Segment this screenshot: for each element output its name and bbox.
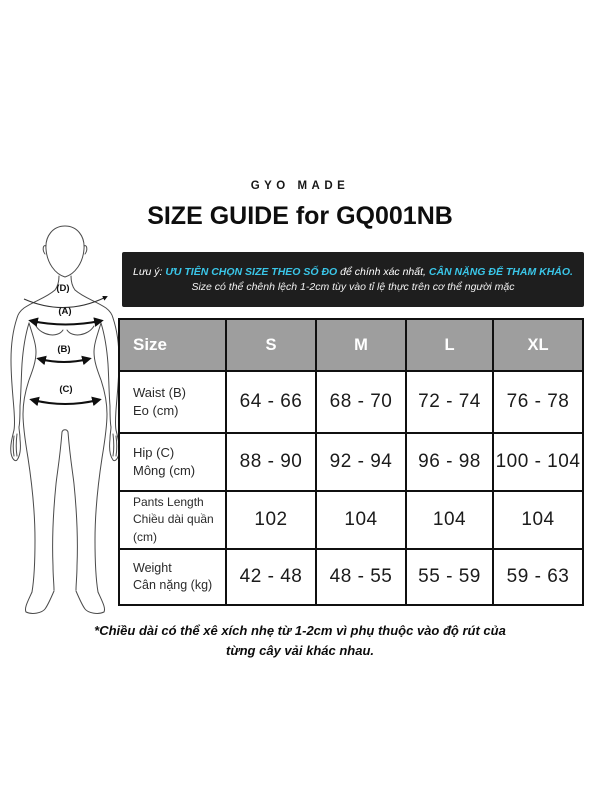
table-cell: 76 - 78 [492, 370, 584, 434]
row-label: Pants Length Chiều dài quần (cm) [118, 490, 227, 550]
notice-line-1: Lưu ý: ƯU TIÊN CHỌN SIZE THEO SỐ ĐO để c… [133, 266, 573, 278]
table-row-hip: Hip (C) Mông (cm) 88 - 90 92 - 94 96 - 9… [118, 432, 584, 492]
table-cell: 104 [492, 490, 584, 550]
measure-label-d: (D) [56, 283, 69, 294]
header-m: M [315, 318, 407, 372]
row-label: Waist (B) Eo (cm) [118, 370, 227, 434]
table-cell: 104 [315, 490, 407, 550]
measure-label-c: (C) [59, 384, 72, 395]
table-header-row: Size S M L XL [118, 318, 584, 372]
table-cell: 96 - 98 [405, 432, 494, 492]
row-label-line: Eo (cm) [133, 403, 179, 418]
table-cell: 92 - 94 [315, 432, 407, 492]
header-size: Size [118, 318, 227, 372]
measure-label-a: (A) [58, 306, 71, 317]
measure-label-b: (B) [57, 344, 70, 355]
row-label: Weight Cân nặng (kg) [118, 548, 227, 606]
page-title: SIZE GUIDE for GQ001NB [147, 202, 453, 230]
row-label-line: Waist (B) [133, 384, 186, 400]
table-cell: 102 [225, 490, 317, 550]
table-row-pants-length: Pants Length Chiều dài quần (cm) 102 104… [118, 490, 584, 550]
table-cell: 55 - 59 [405, 548, 494, 606]
row-label: Hip (C) Mông (cm) [118, 432, 227, 492]
table-cell: 104 [405, 490, 494, 550]
notice-banner: Lưu ý: ƯU TIÊN CHỌN SIZE THEO SỐ ĐO để c… [122, 252, 584, 307]
row-label-line: (cm) [133, 529, 157, 544]
row-label-line: Weight [133, 560, 172, 575]
table-row-weight: Weight Cân nặng (kg) 42 - 48 48 - 55 55 … [118, 548, 584, 606]
header-l: L [405, 318, 494, 372]
notice-highlight: CÂN NẶNG ĐỂ THAM KHẢO. [428, 266, 573, 278]
table-cell: 48 - 55 [315, 548, 407, 606]
header-xl: XL [492, 318, 584, 372]
table-cell: 59 - 63 [492, 548, 584, 606]
notice-highlight: ƯU TIÊN CHỌN SIZE THEO SỐ ĐO [165, 266, 338, 278]
table-cell: 64 - 66 [225, 370, 317, 434]
table-cell: 42 - 48 [225, 548, 317, 606]
table-row-waist: Waist (B) Eo (cm) 64 - 66 68 - 70 72 - 7… [118, 370, 584, 434]
row-label-line: Pants Length [133, 494, 204, 509]
table-cell: 100 - 104 [492, 432, 584, 492]
footnote-line-1: *Chiều dài có thể xê xích nhẹ từ 1-2cm v… [94, 623, 506, 638]
row-label-line: Chiều dài quần [133, 512, 214, 527]
footnote: *Chiều dài có thể xê xích nhẹ từ 1-2cm v… [55, 621, 545, 661]
footnote-line-2: từng cây vải khác nhau. [226, 643, 374, 659]
row-label-line: Mông (cm) [133, 463, 196, 478]
body-outline-illustration: (D) (A) (B) (C) [10, 225, 120, 614]
row-label-line: Hip (C) [133, 444, 175, 460]
body-measurement-figure: (D) (A) (B) (C) [8, 222, 120, 617]
notice-line-2: Size có thể chênh lệch 1-2cm tùy vào tỉ … [191, 281, 515, 293]
brand-name: GYO MADE [250, 180, 350, 192]
header-s: S [225, 318, 317, 372]
notice-text: Lưu ý: [133, 266, 166, 278]
row-label-line: Cân nặng (kg) [133, 578, 213, 592]
table-cell: 68 - 70 [315, 370, 407, 434]
table-cell: 72 - 74 [405, 370, 494, 434]
size-table: Size S M L XL Waist (B) Eo (cm) 64 - 66 … [118, 318, 584, 606]
table-cell: 88 - 90 [225, 432, 317, 492]
notice-text: để chính xác nhất, [337, 266, 429, 278]
